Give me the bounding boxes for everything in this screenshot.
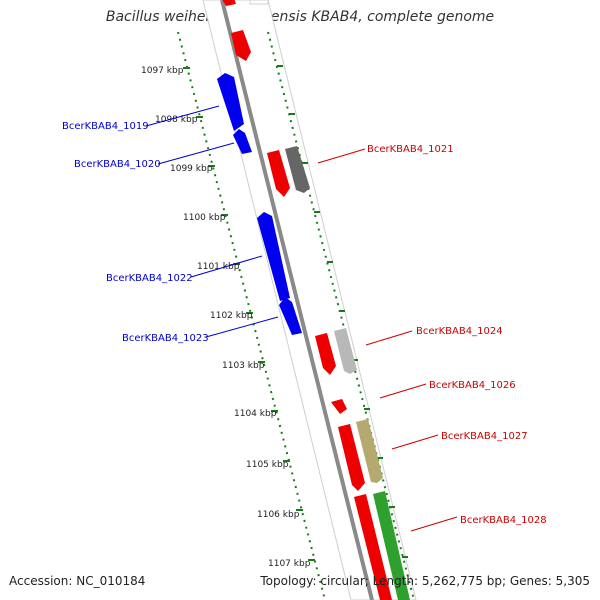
gene-label[interactable]: BcerKBAB4_1021	[367, 144, 454, 155]
gene-leader-line	[365, 330, 413, 346]
genome-title: Bacillus weihenstephanensis KBAB4, compl…	[105, 9, 495, 25]
accession-text: Accession: NC_010184	[9, 574, 146, 588]
gene-feature[interactable]	[315, 333, 336, 375]
gene-leader-line	[317, 148, 366, 164]
outer-major-ticks	[183, 67, 315, 561]
scale-label: 1101 kbp	[197, 262, 240, 272]
scale-label: 1098 kbp	[155, 115, 198, 125]
scale-label: 1106 kbp	[257, 510, 300, 520]
genome-band	[202, 0, 417, 600]
genome-backbone	[220, 0, 374, 600]
gene-feature[interactable]	[279, 297, 302, 335]
scale-label: 1100 kbp	[183, 213, 226, 223]
gene-label[interactable]: BcerKBAB4_1024	[416, 326, 503, 337]
gene-leader-line	[391, 434, 439, 450]
topology-text: Topology: circular; Length: 5,262,775 bp…	[260, 574, 590, 588]
gene-feature[interactable]	[331, 399, 347, 414]
gene-feature[interactable]	[217, 73, 244, 131]
gene-feature[interactable]	[338, 424, 365, 491]
gene-label[interactable]: BcerKBAB4_1023	[122, 333, 209, 344]
scale-label: 1097 kbp	[141, 66, 184, 76]
gene-leader-line	[379, 383, 427, 399]
gene-leader-line	[410, 516, 458, 532]
gene-feature[interactable]	[257, 212, 290, 301]
gene-label[interactable]: BcerKBAB4_1028	[460, 515, 547, 526]
scale-label: 1103 kbp	[222, 361, 265, 371]
gene-leader-line	[205, 316, 279, 338]
gene-leader-line	[157, 142, 235, 165]
scale-label: 1102 kbp	[210, 311, 253, 321]
gene-label[interactable]: BcerKBAB4_1022	[106, 273, 193, 284]
gene-leader-line	[190, 255, 263, 278]
gene-feature[interactable]	[285, 146, 310, 193]
gene-feature	[249, 0, 269, 5]
gene-feature[interactable]	[267, 150, 290, 197]
gene-feature[interactable]	[220, 0, 236, 6]
gene-label[interactable]: BcerKBAB4_1019	[62, 121, 149, 132]
gene-feature[interactable]	[231, 30, 251, 61]
gene-label[interactable]: BcerKBAB4_1026	[429, 380, 516, 391]
gene-feature[interactable]	[356, 419, 383, 483]
gene-feature[interactable]	[354, 494, 392, 600]
scale-label: 1104 kbp	[234, 409, 277, 419]
gene-label[interactable]: BcerKBAB4_1027	[441, 431, 528, 442]
scale-label: 1107 kbp	[268, 559, 311, 569]
gene-feature[interactable]	[373, 491, 410, 600]
gene-leader-line	[145, 105, 220, 127]
gene-label[interactable]: BcerKBAB4_1020	[74, 159, 161, 170]
gene-feature[interactable]	[334, 328, 357, 374]
scale-label: 1105 kbp	[246, 460, 289, 470]
gene-feature[interactable]	[233, 129, 252, 154]
scale-label: 1099 kbp	[170, 164, 213, 174]
